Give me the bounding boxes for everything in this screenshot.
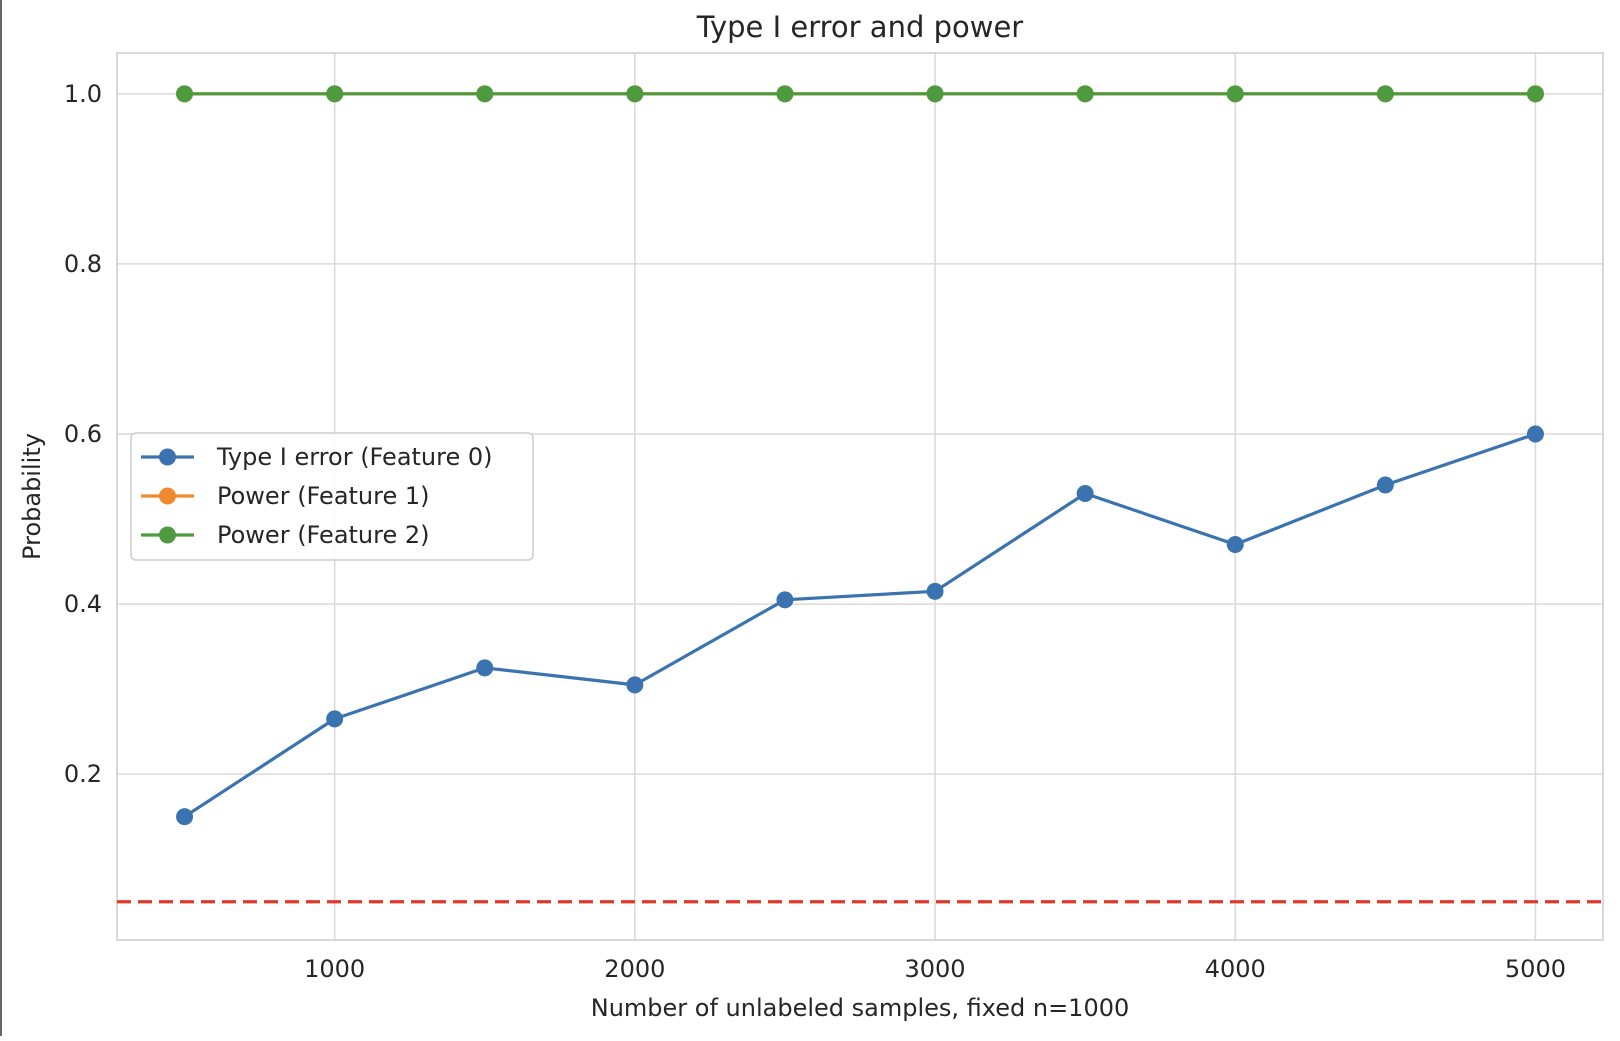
series-2: [176, 85, 1544, 103]
data-point: [626, 676, 644, 694]
y-tick-label: 0.8: [64, 250, 102, 278]
data-point: [1076, 85, 1094, 103]
y-tick-label: 1.0: [64, 80, 102, 108]
legend: Type I error (Feature 0) Power (Feature 1…: [130, 432, 534, 561]
data-point: [1376, 85, 1394, 103]
data-point: [1076, 485, 1094, 503]
y-tick-label: 0.4: [64, 590, 102, 618]
series-layer: [176, 85, 1544, 826]
legend-item: Power (Feature 1): [141, 482, 430, 510]
data-point: [1226, 536, 1244, 554]
legend-box: [130, 432, 534, 561]
x-tick-label: 3000: [905, 955, 966, 983]
data-point: [776, 591, 794, 609]
data-point: [326, 710, 344, 728]
series-0: [176, 425, 1544, 826]
x-tick-label: 2000: [604, 955, 665, 983]
data-point: [176, 85, 194, 103]
tick-labels: 1000 2000 3000 4000 5000 0.2 0.4 0.6 0.8 1.0: [64, 80, 1566, 983]
x-tick-label: 1000: [304, 955, 365, 983]
y-tick-label: 0.6: [64, 420, 102, 448]
data-point: [626, 85, 644, 103]
legend-label: Power (Feature 1): [217, 482, 430, 510]
legend-swatch-marker: [159, 448, 176, 466]
data-point: [926, 85, 944, 103]
data-point: [1376, 476, 1394, 494]
data-point: [1526, 85, 1544, 103]
y-axis-label: Probability: [18, 433, 46, 560]
x-axis-label: Number of unlabeled samples, fixed n=100…: [591, 994, 1130, 1022]
data-point: [476, 659, 494, 677]
chart-title: Type I error and power: [696, 10, 1024, 44]
data-point: [476, 85, 494, 103]
plot-frame: [116, 52, 1604, 941]
legend-swatch-marker: [159, 487, 176, 505]
data-point: [326, 85, 344, 103]
legend-item: Power (Feature 2): [141, 521, 430, 549]
y-tick-label: 0.2: [64, 760, 102, 788]
x-tick-label: 5000: [1505, 955, 1566, 983]
data-point: [176, 808, 194, 826]
legend-label: Power (Feature 2): [217, 521, 430, 549]
legend-swatch-marker: [159, 526, 176, 544]
legend-label: Type I error (Feature 0): [216, 443, 493, 471]
x-tick-label: 4000: [1205, 955, 1266, 983]
data-point: [1526, 425, 1544, 443]
data-point: [776, 85, 794, 103]
legend-item: Type I error (Feature 0): [141, 443, 493, 471]
data-point: [1226, 85, 1244, 103]
data-point: [926, 582, 944, 600]
series-line: [183, 432, 1537, 819]
